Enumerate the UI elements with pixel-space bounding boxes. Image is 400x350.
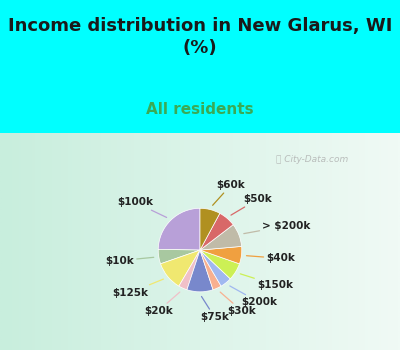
Wedge shape [160,250,200,286]
Text: $75k: $75k [200,296,229,322]
Text: $30k: $30k [220,292,256,316]
Text: ⓘ City-Data.com: ⓘ City-Data.com [276,155,348,163]
Wedge shape [200,246,242,264]
Text: $20k: $20k [144,292,180,316]
Text: Income distribution in New Glarus, WI
(%): Income distribution in New Glarus, WI (%… [8,17,392,57]
Wedge shape [200,208,220,250]
Text: $40k: $40k [246,253,295,263]
Text: $200k: $200k [230,286,278,307]
Wedge shape [200,250,240,279]
Text: $50k: $50k [231,194,272,215]
Wedge shape [200,225,242,250]
Wedge shape [187,250,213,292]
Text: All residents: All residents [146,102,254,117]
Text: > $200k: > $200k [244,221,311,233]
Wedge shape [179,250,200,290]
Wedge shape [200,250,221,290]
Text: $60k: $60k [213,180,245,205]
Wedge shape [158,208,200,250]
Wedge shape [158,249,200,264]
Wedge shape [200,213,233,250]
Wedge shape [200,250,230,286]
Text: $125k: $125k [112,279,164,297]
Text: $10k: $10k [105,256,154,266]
Text: $150k: $150k [240,274,293,290]
Text: $100k: $100k [117,197,167,217]
